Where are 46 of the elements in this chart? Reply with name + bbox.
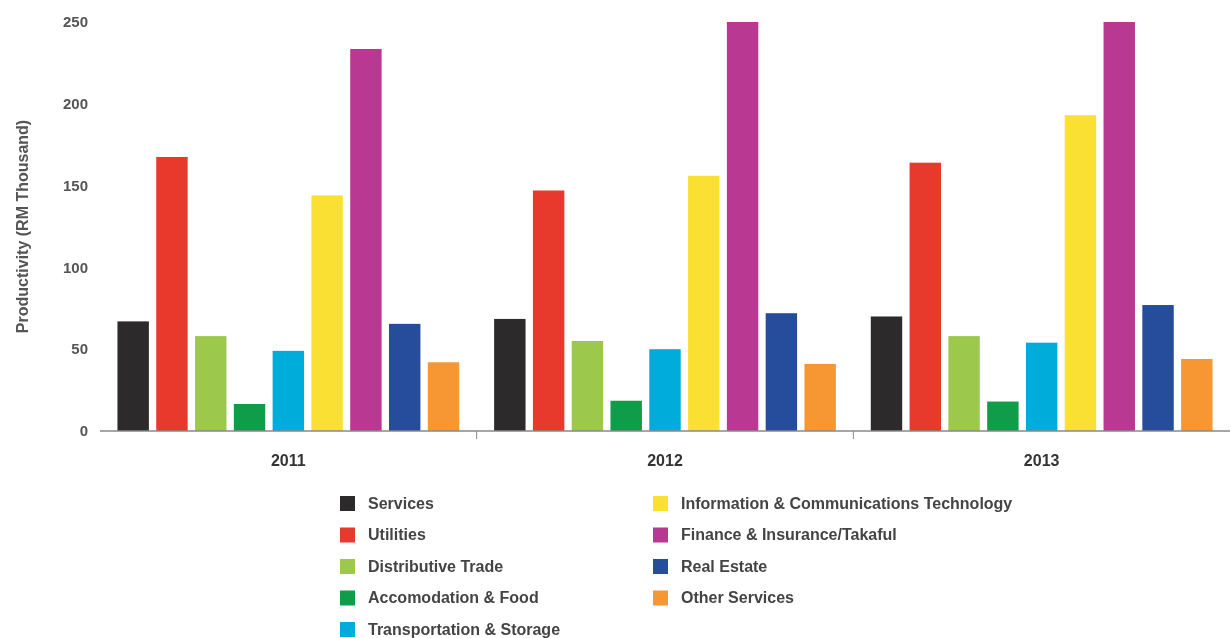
y-tick-label: 100: [62, 258, 88, 276]
x-tick-label: 2012: [647, 452, 683, 469]
bar: [195, 336, 227, 431]
bar: [1103, 22, 1135, 431]
bar: [649, 349, 681, 431]
bar: [311, 195, 343, 431]
bar: [1142, 305, 1174, 431]
bar: [532, 190, 565, 431]
bar: [389, 323, 421, 431]
y-tick-label: 150: [62, 176, 88, 194]
bar: [1025, 342, 1058, 431]
legend-label: Services: [368, 494, 434, 512]
y-tick-label: 50: [71, 340, 88, 358]
bar: [804, 363, 836, 431]
bar: [427, 362, 460, 431]
bar: [233, 404, 266, 431]
legend-label: Finance & Insurance/Takaful: [681, 526, 897, 544]
bar: [1181, 359, 1213, 431]
bar: [726, 22, 759, 431]
bar: [156, 156, 188, 431]
x-tick-label: 2013: [1023, 452, 1060, 469]
legend-label: Transportation & Storage: [368, 620, 561, 638]
legend-label: Information & Communications Technology: [681, 494, 1013, 512]
bar: [117, 321, 149, 431]
bar: [987, 401, 1019, 431]
bar: [948, 336, 980, 431]
bar: [765, 313, 798, 431]
legend-label: Accomodation & Food: [368, 589, 539, 607]
bar: [272, 350, 305, 431]
legend-label: Other Services: [681, 589, 795, 607]
bar: [350, 48, 382, 431]
bar: [571, 341, 604, 431]
y-axis-title: Productivity (RM Thousand): [14, 119, 31, 334]
bar: [909, 162, 941, 431]
legend-label: Utilities: [368, 526, 426, 544]
bar: [870, 316, 903, 431]
bar: [610, 400, 642, 431]
y-tick-label: 200: [62, 95, 88, 113]
y-tick-label: 250: [62, 13, 88, 31]
legend-label: Distributive Trade: [368, 557, 504, 575]
legend-label: Real Estate: [681, 557, 768, 575]
bar: [1064, 115, 1097, 431]
bar: [494, 318, 526, 431]
y-tick-label: 0: [79, 422, 88, 440]
x-tick-label: 2011: [270, 452, 306, 469]
bar: [688, 175, 720, 431]
